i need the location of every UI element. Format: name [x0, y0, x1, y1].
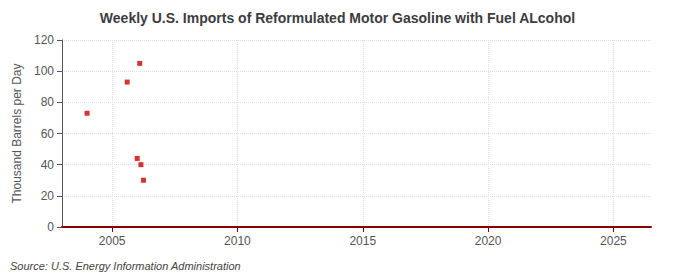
- svg-text:120: 120: [34, 33, 54, 47]
- svg-text:2015: 2015: [349, 234, 376, 248]
- svg-text:100: 100: [34, 64, 54, 78]
- svg-text:2010: 2010: [224, 234, 251, 248]
- svg-text:Source: U.S. Energy Informatio: Source: U.S. Energy Information Administ…: [10, 260, 241, 272]
- svg-text:40: 40: [41, 158, 55, 172]
- svg-text:2005: 2005: [99, 234, 126, 248]
- svg-text:20: 20: [41, 189, 55, 203]
- svg-text:Weekly U.S. Imports of Reformu: Weekly U.S. Imports of Reformulated Moto…: [100, 10, 575, 26]
- svg-text:0: 0: [47, 220, 54, 234]
- svg-text:2020: 2020: [475, 234, 502, 248]
- svg-text:2025: 2025: [600, 234, 627, 248]
- svg-text:80: 80: [41, 95, 55, 109]
- svg-text:Thousand Barrels per Day: Thousand Barrels per Day: [10, 63, 24, 203]
- svg-text:60: 60: [41, 127, 55, 141]
